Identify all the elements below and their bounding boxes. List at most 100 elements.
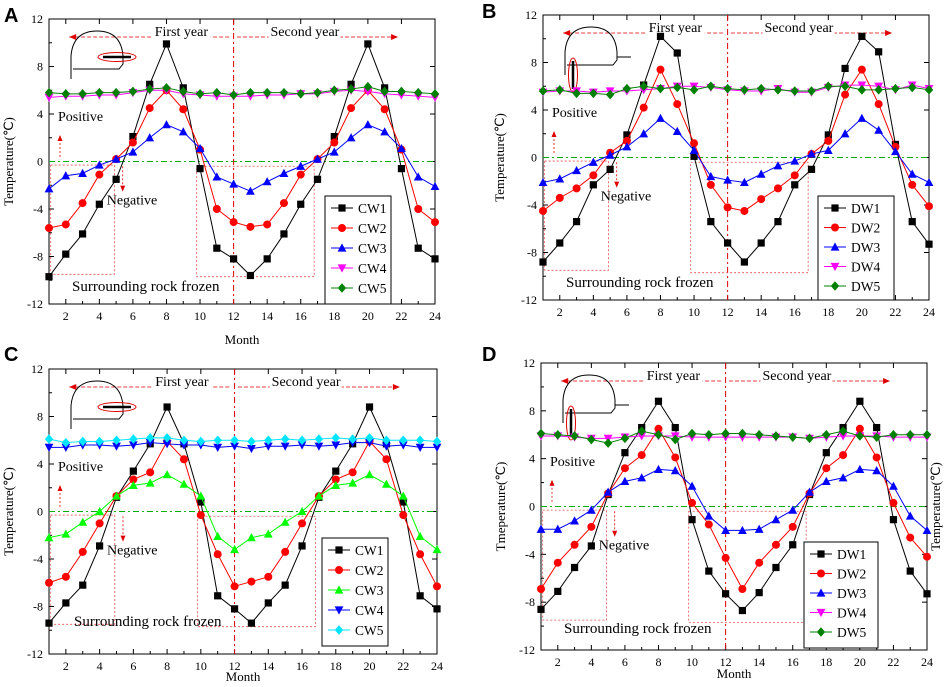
tunnel-sketch-icon <box>70 380 137 429</box>
x-tick-label: 8 <box>163 309 169 323</box>
negative-label: Negative <box>107 193 158 208</box>
legend-label: CW5 <box>358 281 387 296</box>
data-point <box>230 605 239 613</box>
x-tick-label: 18 <box>330 659 342 673</box>
data-point <box>841 64 849 73</box>
data-point <box>689 85 699 95</box>
data-point <box>572 184 581 193</box>
data-point <box>128 86 138 97</box>
data-point <box>855 431 865 441</box>
y-axis-title: Temperature(℃) <box>1 467 16 556</box>
data-point <box>128 147 138 156</box>
y-tick-label: 12 <box>31 362 43 376</box>
series-CW3 <box>44 120 440 195</box>
data-point <box>724 239 732 247</box>
x-tick-label: 18 <box>820 655 832 669</box>
data-point <box>554 587 562 596</box>
data-point <box>247 533 256 542</box>
data-point <box>415 531 425 541</box>
legend-label: CW4 <box>358 261 387 276</box>
data-point <box>397 165 406 173</box>
data-point <box>264 435 273 446</box>
data-point <box>230 442 239 451</box>
data-point <box>346 84 356 94</box>
data-point <box>297 200 305 208</box>
frozen-zone-box <box>542 509 607 621</box>
data-point <box>570 563 579 572</box>
data-point <box>889 481 898 490</box>
data-point <box>536 428 546 439</box>
data-point <box>213 531 223 541</box>
data-point <box>314 491 324 500</box>
data-point <box>112 175 120 183</box>
data-point <box>656 83 665 94</box>
data-point <box>755 558 764 567</box>
data-point <box>415 435 425 446</box>
data-point <box>755 589 763 597</box>
data-point <box>637 426 646 436</box>
data-point <box>553 524 563 533</box>
data-point <box>279 87 289 98</box>
data-point <box>821 476 831 485</box>
data-point <box>45 224 53 232</box>
x-tick-label: 8 <box>657 305 663 319</box>
data-point <box>229 90 238 100</box>
legend-marker <box>830 281 840 291</box>
data-point <box>61 437 71 448</box>
data-point <box>838 473 848 482</box>
data-point <box>280 442 290 451</box>
data-point <box>381 479 391 488</box>
data-point <box>807 165 816 173</box>
legend-marker <box>334 585 344 594</box>
data-point <box>656 65 665 74</box>
data-point <box>230 582 239 591</box>
panel-letter: D <box>482 344 496 366</box>
x-tick-label: 20 <box>364 659 376 673</box>
data-point <box>145 478 155 487</box>
data-point <box>807 86 816 96</box>
data-point <box>280 517 290 526</box>
negative-label: Negative <box>107 543 158 558</box>
data-point <box>330 85 339 96</box>
legend-label: CW1 <box>355 543 384 558</box>
data-point <box>179 441 189 450</box>
data-point <box>45 619 53 627</box>
data-point <box>874 100 883 109</box>
data-point <box>654 464 663 474</box>
legend-label: DW1 <box>837 547 866 562</box>
data-point <box>687 481 697 490</box>
legend-label: CW2 <box>358 221 387 236</box>
data-point <box>704 511 714 520</box>
data-point <box>62 599 70 607</box>
data-point <box>313 175 322 183</box>
x-tick-label: 24 <box>431 659 443 673</box>
positive-label: Positive <box>58 460 103 475</box>
data-point <box>773 85 783 95</box>
data-point <box>263 255 271 263</box>
data-point <box>773 161 783 170</box>
data-point <box>195 89 205 99</box>
data-point <box>722 590 730 598</box>
data-point <box>838 426 848 436</box>
data-point <box>112 435 121 446</box>
data-point <box>925 240 933 248</box>
data-point <box>380 86 389 97</box>
x-tick-label: 4 <box>588 655 594 669</box>
x-tick-label: 2 <box>557 305 563 319</box>
data-point <box>857 85 867 95</box>
data-point <box>807 149 816 158</box>
data-point <box>906 429 915 440</box>
series-line <box>48 437 438 444</box>
data-point <box>280 230 288 238</box>
x-tick-label: 6 <box>624 305 630 319</box>
data-point <box>414 205 423 213</box>
data-point <box>673 100 682 109</box>
x-tick-label: 14 <box>753 655 765 669</box>
data-point <box>706 171 716 181</box>
data-point <box>570 540 579 549</box>
data-point <box>790 171 799 180</box>
legend: DW1 DW2 DW3 DW4 DW5 <box>803 541 879 649</box>
data-point <box>297 506 307 516</box>
data-point <box>706 81 716 92</box>
